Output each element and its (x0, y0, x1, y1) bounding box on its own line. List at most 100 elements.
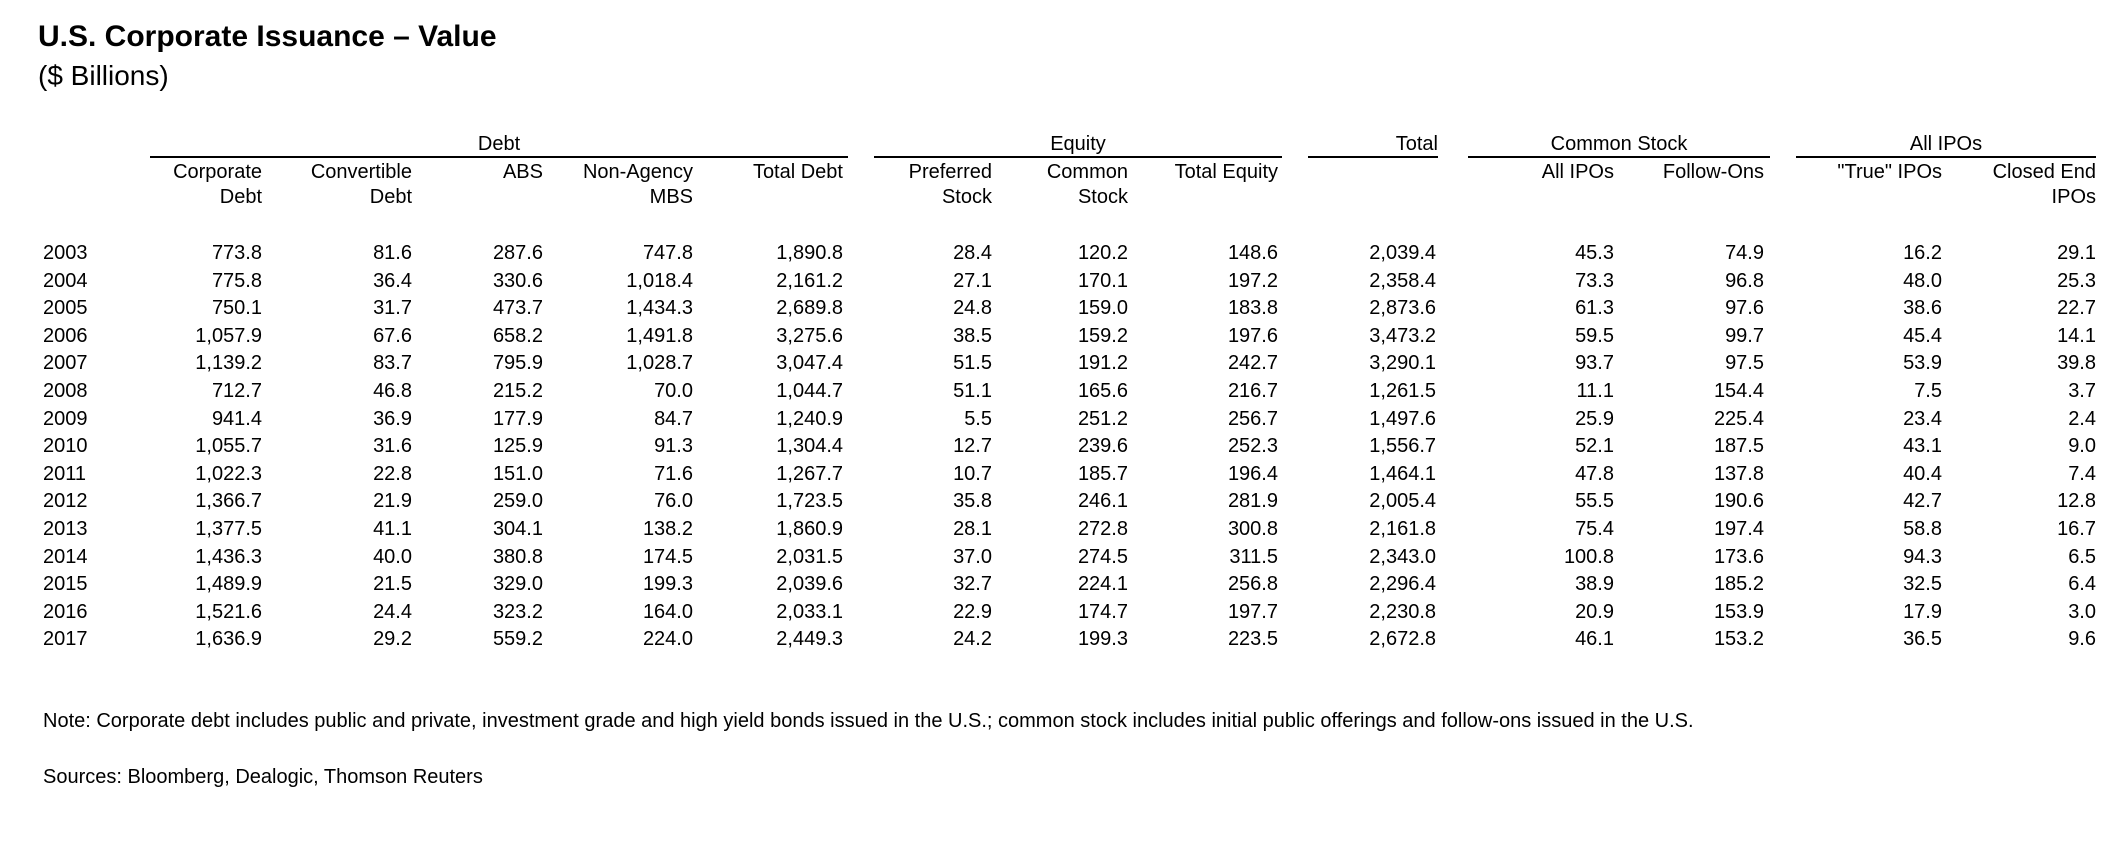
table-cell: 1,491.8 (626, 325, 693, 347)
table-cell: 256.8 (1227, 573, 1278, 595)
group-header-total: Total (1308, 132, 1438, 158)
table-cell: 55.5 (1575, 490, 1614, 512)
table-cell: 31.6 (373, 435, 412, 457)
table-cell: 40.0 (373, 546, 412, 568)
table-cell: 165.6 (1077, 380, 1128, 402)
table-cell: 2,031.5 (776, 546, 843, 568)
table-cell: 36.9 (373, 408, 412, 430)
table-cell: 1,304.4 (776, 435, 843, 457)
footnote: Note: Corporate debt includes public and… (43, 710, 1694, 732)
table-cell: 1,377.5 (195, 518, 262, 540)
table-cell: 311.5 (1229, 546, 1278, 568)
table-cell: 224.0 (642, 628, 693, 650)
table-cell: 2,039.6 (776, 573, 843, 595)
table-cell: 100.8 (1563, 546, 1614, 568)
column-header: "True" IPOs (1837, 161, 1942, 183)
table-cell: 36.4 (373, 270, 412, 292)
table-cell: 28.1 (953, 518, 992, 540)
table-cell: 48.0 (1903, 270, 1942, 292)
page-title: U.S. Corporate Issuance – Value (38, 20, 497, 53)
table-cell: 81.6 (373, 242, 412, 264)
table-cell: 51.1 (953, 380, 992, 402)
table-cell: 199.3 (642, 573, 693, 595)
table-cell: 27.1 (953, 270, 992, 292)
table-cell: 246.1 (1077, 490, 1128, 512)
table-cell: 1,434.3 (626, 297, 693, 319)
table-cell: 196.4 (1227, 463, 1278, 485)
table-cell: 38.9 (1575, 573, 1614, 595)
table-cell: 251.2 (1077, 408, 1128, 430)
table-cell: 97.5 (1725, 352, 1764, 374)
table-cell: 1,489.9 (195, 573, 262, 595)
table-cell: 272.8 (1077, 518, 1128, 540)
table-cell: 1,267.7 (776, 463, 843, 485)
table-cell: 323.2 (492, 601, 543, 623)
table-cell: 10.7 (953, 463, 992, 485)
table-cell: 1,860.9 (776, 518, 843, 540)
table-cell: 22.7 (2057, 297, 2096, 319)
page-subtitle: ($ Billions) (38, 60, 169, 91)
table-cell: 14.1 (2057, 325, 2096, 347)
row-year: 2008 (43, 380, 88, 402)
table-cell: 330.6 (492, 270, 543, 292)
table-cell: 1,055.7 (195, 435, 262, 457)
table-cell: 2,672.8 (1369, 628, 1436, 650)
row-year: 2005 (43, 297, 88, 319)
table-cell: 2,039.4 (1369, 242, 1436, 264)
column-header: All IPOs (1541, 161, 1614, 183)
table-cell: 185.7 (1077, 463, 1128, 485)
table-cell: 23.4 (1903, 408, 1942, 430)
table-cell: 29.2 (373, 628, 412, 650)
table-cell: 300.8 (1227, 518, 1278, 540)
table-cell: 2,161.2 (776, 270, 843, 292)
table-cell: 2.4 (2068, 408, 2096, 430)
table-cell: 2,033.1 (776, 601, 843, 623)
table-cell: 197.4 (1713, 518, 1764, 540)
table-cell: 24.2 (953, 628, 992, 650)
table-cell: 32.7 (953, 573, 992, 595)
table-cell: 173.6 (1713, 546, 1764, 568)
group-header-common-stock: Common Stock (1468, 132, 1770, 158)
table-cell: 70.0 (654, 380, 693, 402)
table-cell: 75.4 (1575, 518, 1614, 540)
table-cell: 31.7 (373, 297, 412, 319)
table-cell: 177.9 (492, 408, 543, 430)
table-cell: 45.3 (1575, 242, 1614, 264)
table-cell: 183.8 (1227, 297, 1278, 319)
table-cell: 137.8 (1713, 463, 1764, 485)
table-cell: 24.4 (373, 601, 412, 623)
table-cell: 73.3 (1575, 270, 1614, 292)
table-cell: 3,473.2 (1369, 325, 1436, 347)
table-cell: 17.9 (1903, 601, 1942, 623)
column-header: Total Equity (1174, 161, 1278, 183)
table-cell: 795.9 (492, 352, 543, 374)
table-cell: 1,497.6 (1369, 408, 1436, 430)
sources-note: Sources: Bloomberg, Dealogic, Thomson Re… (43, 766, 483, 788)
column-header: Preferred Stock (908, 161, 992, 208)
table-cell: 380.8 (492, 546, 543, 568)
table-cell: 259.0 (492, 490, 543, 512)
table-cell: 40.4 (1903, 463, 1942, 485)
table-cell: 1,240.9 (776, 408, 843, 430)
table-cell: 5.5 (964, 408, 992, 430)
column-header: Convertible Debt (310, 161, 412, 208)
table-cell: 197.7 (1227, 601, 1278, 623)
table-cell: 46.8 (373, 380, 412, 402)
table-cell: 750.1 (211, 297, 262, 319)
table-cell: 187.5 (1713, 435, 1764, 457)
table-cell: 1,723.5 (776, 490, 843, 512)
table-cell: 174.5 (642, 546, 693, 568)
table-cell: 76.0 (654, 490, 693, 512)
row-year: 2013 (43, 518, 88, 540)
table-cell: 47.8 (1575, 463, 1614, 485)
table-cell: 1,556.7 (1369, 435, 1436, 457)
row-year: 2017 (43, 628, 88, 650)
table-cell: 3.0 (2068, 601, 2096, 623)
table-cell: 2,449.3 (776, 628, 843, 650)
table-cell: 1,018.4 (626, 270, 693, 292)
column-header: Total Debt (752, 161, 843, 183)
table-cell: 775.8 (211, 270, 262, 292)
table-cell: 287.6 (492, 242, 543, 264)
table-cell: 53.9 (1903, 352, 1942, 374)
table-cell: 174.7 (1077, 601, 1128, 623)
